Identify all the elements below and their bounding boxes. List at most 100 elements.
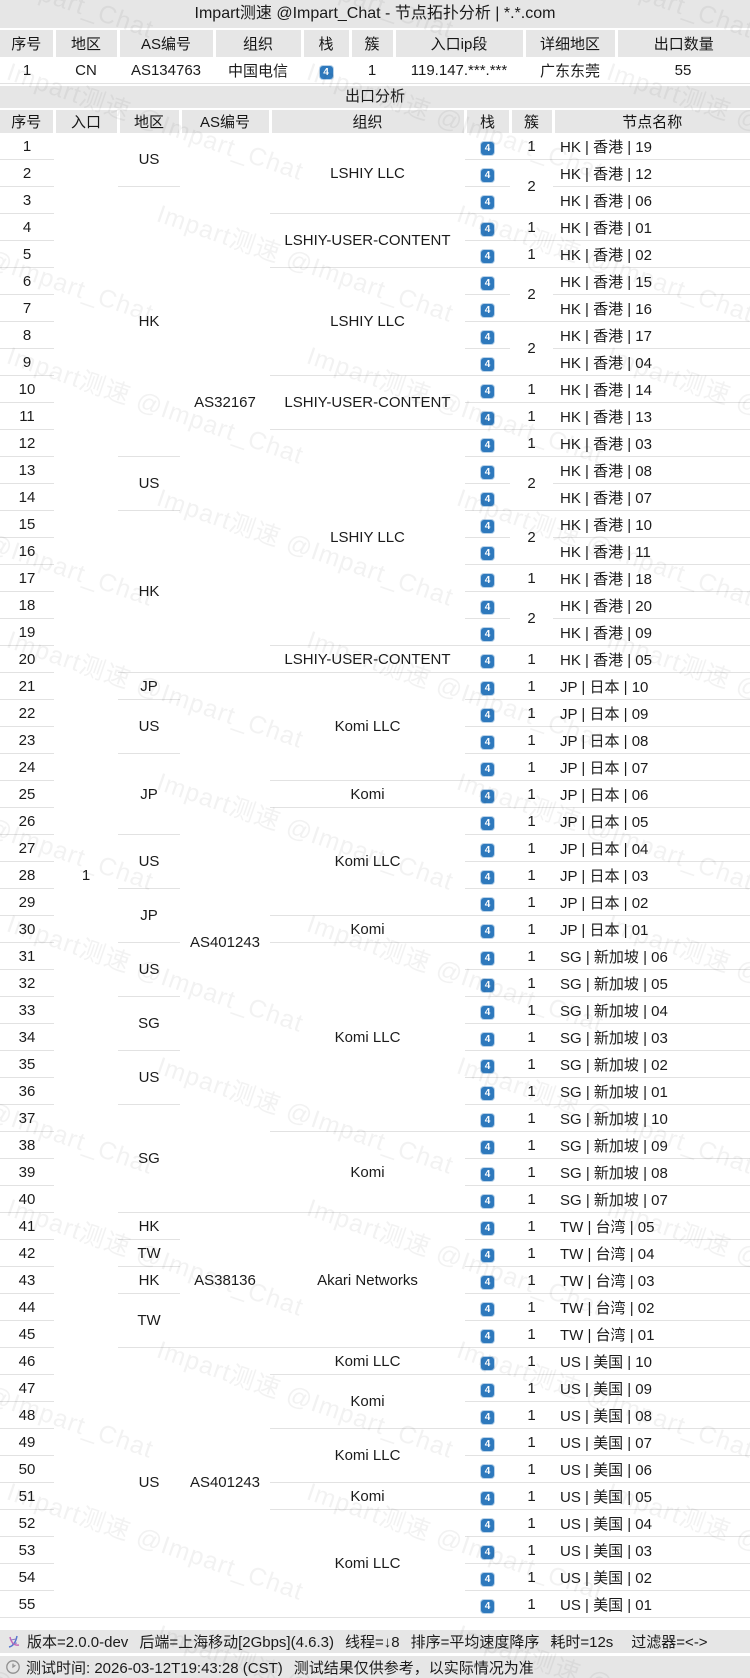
cell-seq: 2: [0, 159, 54, 187]
table-row: 3 HK 4 HK | 香港 | 06: [0, 186, 750, 457]
cell-cluster: 1: [510, 1131, 553, 1159]
exit-table-header-row: 序号 入口 地区 AS编号 组织栈簇节点名称: [0, 110, 750, 133]
table-row: 32 4 1 SG | 新加坡 | 05: [0, 969, 750, 997]
cell-stack: 4: [465, 1023, 510, 1051]
cell-node-name: US | 美国 | 01: [553, 1590, 750, 1618]
cell-node-name: HK | 香港 | 09: [553, 618, 750, 646]
cell-org: LSHIY-USER-CONTENT: [270, 375, 465, 430]
cell-stack: 4: [465, 537, 510, 565]
cell-node-name: JP | 日本 | 01: [553, 915, 750, 943]
cell-region: CN: [54, 57, 118, 84]
ipv4-stack-badge: 4: [481, 222, 494, 236]
ipv4-stack-badge: 4: [481, 1275, 494, 1289]
cell-stack: 4: [465, 1293, 510, 1321]
section-title: 出口分析: [0, 86, 750, 108]
ipv4-stack-badge: 4: [481, 843, 494, 857]
cell-cluster: 2: [510, 591, 553, 646]
cell-node-name: HK | 香港 | 15: [553, 267, 750, 295]
cell-cluster: 1: [510, 807, 553, 835]
col-header: 入口: [52, 110, 118, 133]
ipv4-stack-badge: 4: [481, 1383, 494, 1397]
table-row: 52 Komi LLC 4 1 US | 美国 | 04: [0, 1509, 750, 1618]
cell-seq: 10: [0, 375, 54, 403]
cell-seq: 42: [0, 1239, 54, 1267]
cell-seq: 44: [0, 1293, 54, 1321]
table-row: 29 JP 4 1 JP | 日本 | 02: [0, 888, 750, 943]
entry-table-row: 1 CN AS134763 中国电信 4 1 119.147.***.*** 广东东莞 55: [0, 57, 750, 84]
cell-org: Akari Networks: [270, 1212, 465, 1348]
cell-seq: 46: [0, 1347, 54, 1375]
cell-node-name: HK | 香港 | 11: [553, 537, 750, 565]
cell-node-name: HK | 香港 | 17: [553, 321, 750, 349]
table-row: 45 4 1 TW | 台湾 | 01: [0, 1320, 750, 1348]
col-header: 组织: [268, 110, 465, 133]
cell-cluster: 1: [510, 1401, 553, 1429]
cell-cluster: 1: [510, 942, 553, 970]
cell-cluster: 2: [510, 267, 553, 322]
cell-seq: 45: [0, 1320, 54, 1348]
cell-seq: 5: [0, 240, 54, 268]
ipv4-stack-badge: 4: [481, 1005, 494, 1019]
cell-node-name: HK | 香港 | 12: [553, 159, 750, 187]
cell-org: Komi LLC: [270, 1428, 465, 1483]
table-row: 6 LSHIY LLC 4 2 HK | 香港 | 15: [0, 267, 750, 376]
cell-stack: 4: [465, 1401, 510, 1429]
cell-stack: 4: [465, 186, 510, 214]
footer-status-bar: 版本=2.0.0-dev 后端=上海移动[2Gbps](4.6.3) 线程=↓8 排序…: [0, 1630, 750, 1653]
cell-cluster: 2: [510, 159, 553, 214]
ipv4-stack-badge: 4: [481, 1572, 494, 1586]
cell-node-name: US | 美国 | 04: [553, 1509, 750, 1537]
cell-node-name: JP | 日本 | 05: [553, 807, 750, 835]
cell-stack: 4: [465, 969, 510, 997]
cell-seq: 30: [0, 915, 54, 943]
table-row: 38 Komi 4 1 SG | 新加坡 | 09: [0, 1131, 750, 1213]
cell-stack: 4: [465, 915, 510, 943]
cell-seq: 54: [0, 1563, 54, 1591]
cell-cluster: 1: [510, 861, 553, 889]
cell-seq: 49: [0, 1428, 54, 1456]
cell-seq: 22: [0, 699, 54, 727]
cell-seq: 4: [0, 213, 54, 241]
cell-region: TW: [118, 1293, 180, 1348]
cell-stack: 4: [302, 57, 350, 84]
cell-cluster: 1: [510, 1293, 553, 1321]
cell-cluster: 1: [510, 429, 553, 457]
cell-stack: 4: [465, 591, 510, 619]
cell-seq: 35: [0, 1050, 54, 1078]
ipv4-stack-badge: 4: [481, 627, 494, 641]
status-item: 排序=平均速度降序: [410, 1634, 540, 1651]
cell-cluster: 1: [510, 1347, 553, 1375]
cell-org: Komi LLC: [270, 942, 465, 1132]
cell-org: LSHIY-USER-CONTENT: [270, 213, 465, 268]
ipv4-stack-badge: 4: [481, 1221, 494, 1235]
table-row: 4 LSHIY-USER-CONTENT 4 1 HK | 香港 | 01: [0, 213, 750, 268]
cell-org: LSHIY LLC: [270, 133, 465, 214]
cell-seq: 52: [0, 1509, 54, 1537]
cell-org: Komi LLC: [270, 807, 465, 916]
col-header: 地区: [116, 110, 180, 133]
cell-asn: AS134763: [118, 57, 214, 84]
cell-seq: 3: [0, 186, 54, 214]
cell-stack: 4: [465, 564, 510, 592]
cell-region: TW: [118, 1239, 180, 1267]
cell-stack: 4: [465, 159, 510, 187]
cell-stack: 4: [465, 861, 510, 889]
table-row: 41 HK AS38136 Akari Networks 4 1 TW | 台湾 | 05: [0, 1212, 750, 1348]
cell-stack: 4: [465, 1104, 510, 1132]
cell-ip-range: 119.147.***.***: [394, 57, 524, 84]
cell-node-name: TW | 台湾 | 03: [553, 1266, 750, 1294]
ipv4-stack-badge: 4: [481, 600, 494, 614]
cell-org: Komi LLC: [270, 1509, 465, 1618]
cell-seq: 1: [0, 57, 54, 84]
cell-cluster: 1: [510, 1455, 553, 1483]
ipv4-stack-badge: 4: [481, 1032, 494, 1046]
cell-node-name: HK | 香港 | 07: [553, 483, 750, 511]
exit-table: 序号 入口 地区 AS编号 组织栈簇节点名称 1 1 US AS32167 LSHIY LLC 4…: [0, 110, 750, 1618]
cell-cluster: 1: [510, 1509, 553, 1537]
cell-stack: 4: [465, 780, 510, 808]
cell-region: SG: [118, 996, 180, 1051]
table-row: 15 HK 4 2 HK | 香港 | 10: [0, 510, 750, 673]
cell-stack: 4: [465, 645, 510, 673]
table-row: 37 SG 4 1 SG | 新加坡 | 10: [0, 1104, 750, 1213]
table-row: 42 TW 4 1 TW | 台湾 | 04: [0, 1239, 750, 1267]
